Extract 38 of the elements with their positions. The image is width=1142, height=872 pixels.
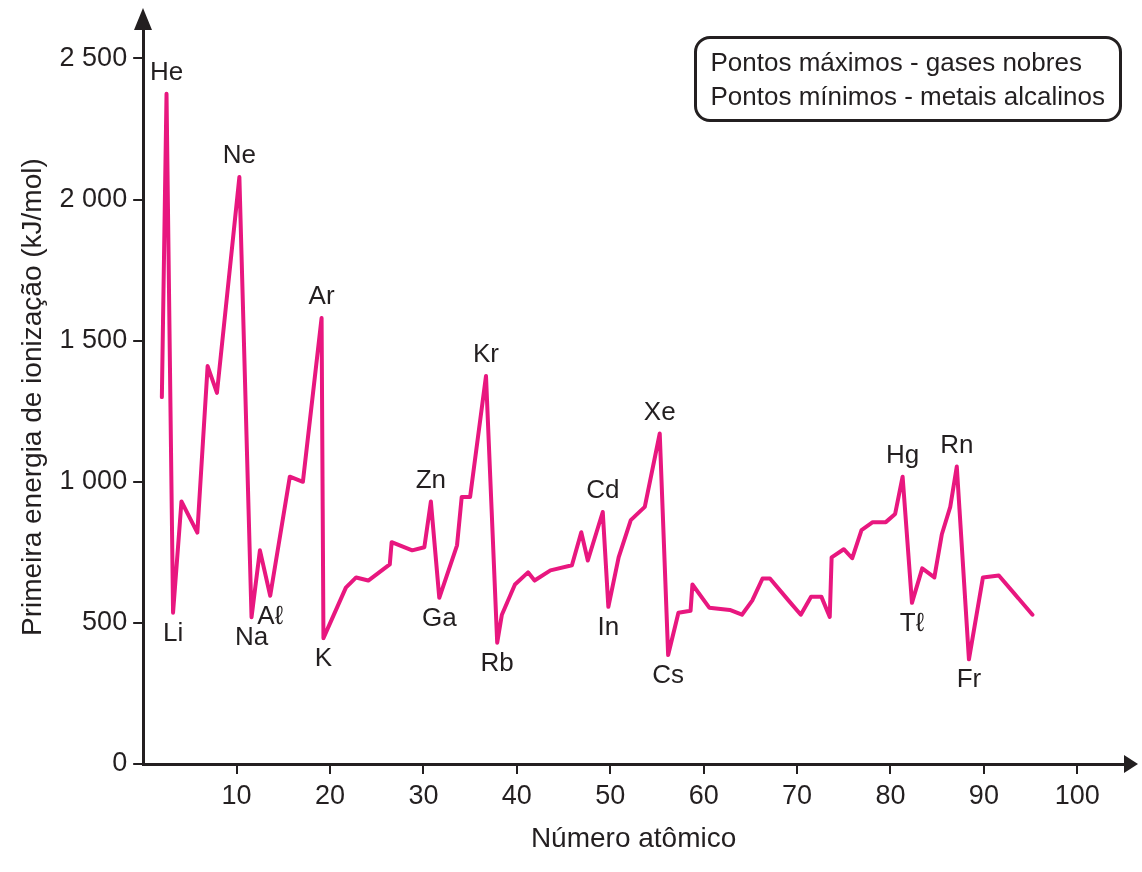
y-tick-label: 2 500	[59, 41, 128, 72]
annotation: Zn	[415, 463, 447, 494]
y-tick-label: 500	[82, 606, 128, 637]
annotation: Ne	[222, 139, 257, 170]
x-tick-label: 10	[221, 779, 252, 810]
y-tick-label: 1 000	[59, 465, 128, 496]
x-tick-label: 100	[1054, 779, 1100, 810]
note-box: Pontos máximos - gases nobres Pontos mínimos - metais alcalinos	[693, 36, 1122, 122]
x-tick-label: 20	[314, 779, 346, 810]
annotation: K	[314, 642, 333, 673]
y-axis-title: Primeira energia de ionização (kJ/mol)	[15, 158, 47, 636]
annotation: Ar	[308, 280, 335, 311]
annotation: Rn	[940, 428, 974, 459]
annotation: Fr	[956, 663, 982, 694]
x-tick-label: 30	[408, 779, 439, 810]
annotation: Rb	[480, 646, 514, 677]
annotation: Kr	[472, 338, 500, 369]
x-tick-label: 80	[875, 779, 906, 810]
x-tick-label: 90	[968, 779, 999, 810]
y-tick-label: 0	[112, 747, 128, 778]
x-tick-label: 50	[595, 779, 626, 810]
annotation: Pontos mínimos - metais alcalinos	[710, 80, 1105, 113]
x-tick-label: 60	[688, 779, 719, 810]
x-tick-label: 40	[501, 779, 532, 810]
annotation: Cd	[586, 474, 620, 505]
annotation: Li	[162, 616, 184, 647]
annotation: Cs	[652, 659, 685, 690]
annotation: Ga	[421, 601, 458, 632]
annotation: Pontos máximos - gases nobres	[710, 46, 1083, 79]
annotation: He	[149, 55, 184, 86]
x-axis-title: Número atômico	[530, 821, 737, 853]
x-tick-label: 70	[782, 779, 813, 810]
annotation: Tℓ	[899, 607, 925, 638]
y-tick-label: 2 000	[59, 182, 128, 213]
annotation: Xe	[643, 395, 676, 426]
annotation: In	[597, 610, 620, 641]
y-tick-label: 1 500	[59, 324, 128, 355]
annotation: Hg	[885, 438, 920, 469]
